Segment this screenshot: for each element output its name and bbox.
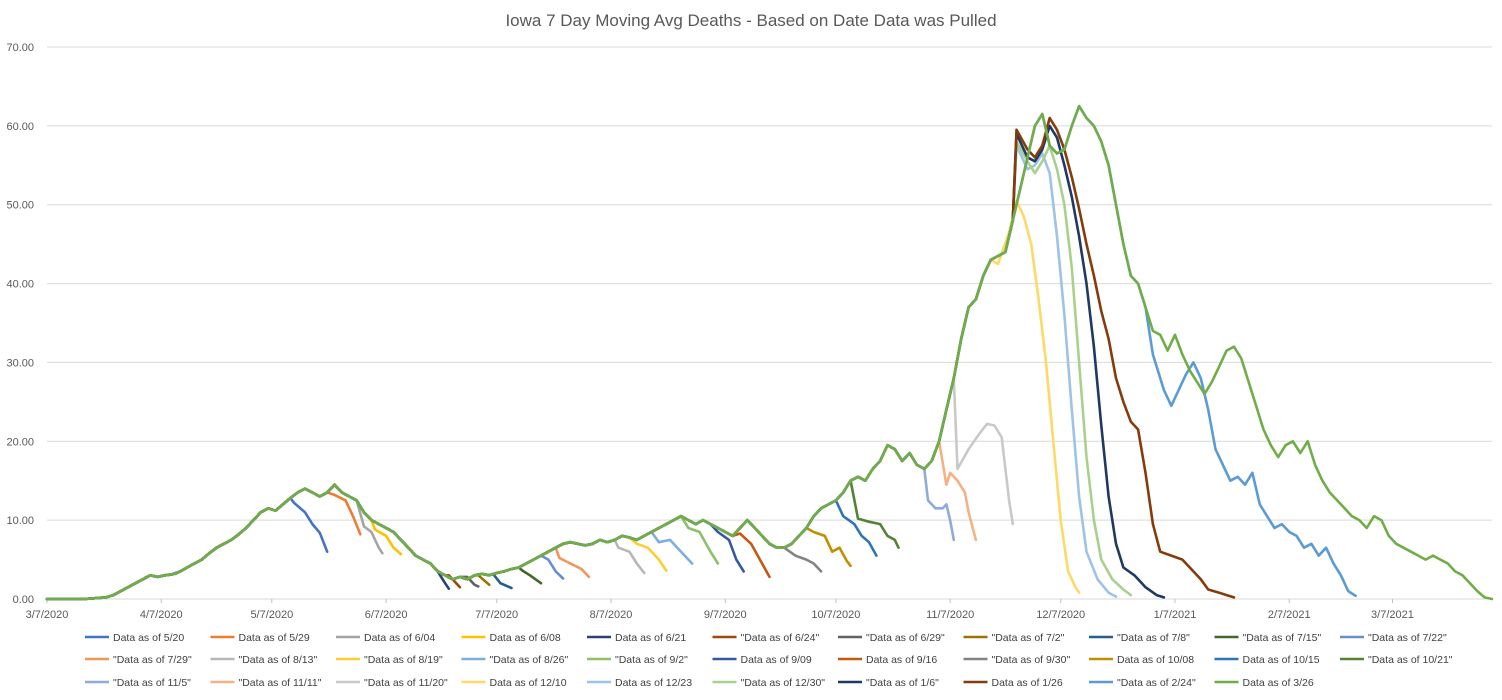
x-tick-label: 10/7/2020 <box>811 609 860 621</box>
series-layer <box>45 104 1494 601</box>
legend-label: Data as of 3/26 <box>1243 677 1314 689</box>
legend-label: Data as of 6/21 <box>615 632 686 644</box>
y-tick-label: 0.00 <box>13 594 34 606</box>
grid-layer <box>47 46 1492 600</box>
legend-label: Data as of 6/08 <box>490 632 561 644</box>
legend-label: Data as of 5/29 <box>239 632 310 644</box>
series-line-30 <box>45 104 1357 601</box>
series-line-15 <box>45 483 720 601</box>
x-tick-label: 12/7/2020 <box>1036 609 1085 621</box>
legend-label: Data as of 12/23 <box>615 677 692 689</box>
legend-label: "Data as of 9/30" <box>992 654 1071 666</box>
x-tick-label: 3/7/2021 <box>1371 609 1414 621</box>
legend-label: Data as of 9/09 <box>741 654 812 666</box>
x-tick-label: 1/7/2021 <box>1154 609 1197 621</box>
legend-label: "Data as of 7/22" <box>1368 632 1447 644</box>
series-line-25 <box>45 199 1081 601</box>
x-axis-ticks: 3/7/2020 4/7/2020 5/7/2020 6/7/2020 7/7/2020… <box>26 599 1414 621</box>
series-line-8 <box>45 483 513 601</box>
legend-label: "Data as of 7/29" <box>113 654 192 666</box>
series-line-2 <box>45 483 384 601</box>
x-tick-label: 5/7/2020 <box>250 609 293 621</box>
legend-label: "Data as of 11/5" <box>113 677 191 689</box>
series-line-22 <box>45 443 956 601</box>
legend: Data as of 5/20 Data as of 5/29 Data as of… <box>85 632 1453 689</box>
legend-label: Data as of 1/26 <box>992 677 1063 689</box>
legend-label: Data as of 9/16 <box>866 654 937 666</box>
legend-label: "Data as of 8/26" <box>490 654 569 666</box>
x-tick-label: 7/7/2020 <box>475 609 518 621</box>
x-tick-label: 4/7/2020 <box>140 609 183 621</box>
legend-label: "Data as of 2/24" <box>1117 677 1196 689</box>
legend-label: "Data as of 10/21" <box>1368 654 1453 666</box>
legend-label: Data as of 12/10 <box>490 677 567 689</box>
legend-label: "Data as of 11/11" <box>239 677 322 689</box>
x-tick-label: 8/7/2020 <box>590 609 633 621</box>
legend-label: Data as of 6/04 <box>364 632 435 644</box>
legend-label: "Data as of 9/2" <box>615 654 688 666</box>
series-line-31 <box>45 104 1494 601</box>
series-line-27 <box>45 140 1133 601</box>
y-tick-label: 10.00 <box>6 515 34 527</box>
legend-label: "Data as of 6/29" <box>866 632 945 644</box>
legend-label: "Data as of 8/19" <box>364 654 443 666</box>
x-tick-label: 3/7/2020 <box>26 609 69 621</box>
x-tick-label: 9/7/2020 <box>704 609 747 621</box>
series-line-6 <box>45 483 480 601</box>
legend-label: "Data as of 1/6" <box>866 677 939 689</box>
series-line-5 <box>45 483 462 601</box>
series-line-11 <box>45 483 591 601</box>
legend-label: Data as of 10/15 <box>1243 654 1320 666</box>
legend-label: Data as of 10/08 <box>1117 654 1194 666</box>
legend-label: "Data as of 11/20" <box>364 677 448 689</box>
legend-label: "Data as of 12/30" <box>741 677 826 689</box>
y-tick-label: 20.00 <box>6 436 34 448</box>
y-axis-ticks: 0.00 10.00 20.00 30.00 40.00 50.00 60.00 70.00 <box>6 42 34 606</box>
chart-title: Iowa 7 Day Moving Avg Deaths - Based on … <box>505 11 996 30</box>
legend-label: "Data as of 7/2" <box>992 632 1065 644</box>
series-line-7 <box>45 483 491 601</box>
series-line-29 <box>45 116 1236 601</box>
y-tick-label: 30.00 <box>6 357 34 369</box>
series-line-1 <box>45 487 362 601</box>
legend-label: "Data as of 6/24" <box>741 632 820 644</box>
y-tick-label: 50.00 <box>6 200 34 212</box>
y-tick-label: 60.00 <box>6 121 34 133</box>
series-line-16 <box>45 483 745 601</box>
legend-label: "Data as of 7/8" <box>1117 632 1190 644</box>
series-line-20 <box>45 483 878 601</box>
legend-label: Data as of 5/20 <box>113 632 184 644</box>
series-line-3 <box>45 483 403 601</box>
x-tick-label: 6/7/2020 <box>365 609 408 621</box>
legend-label: "Data as of 7/15" <box>1243 632 1322 644</box>
y-tick-label: 40.00 <box>6 279 34 291</box>
series-line-0 <box>45 496 329 601</box>
x-tick-label: 11/7/2020 <box>926 609 974 621</box>
y-tick-label: 70.00 <box>6 42 34 54</box>
x-tick-label: 2/7/2021 <box>1268 609 1311 621</box>
legend-label: "Data as of 8/13" <box>239 654 318 666</box>
